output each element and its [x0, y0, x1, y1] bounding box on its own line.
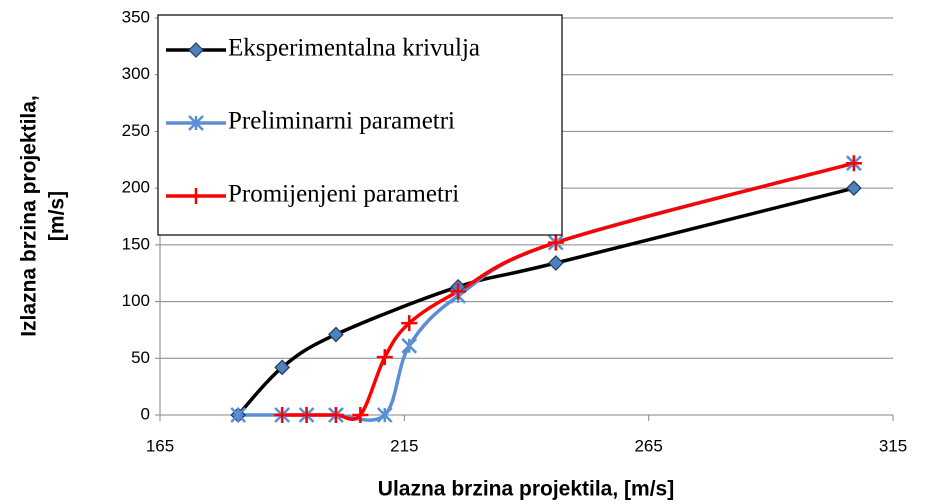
y-tick-label: 50: [131, 348, 150, 367]
marker: [328, 326, 344, 343]
marker-shape: [188, 42, 204, 58]
marker: [547, 255, 564, 271]
x-tick-label: 265: [634, 436, 662, 455]
marker-shape: [845, 155, 862, 172]
marker-shape: [450, 283, 467, 300]
x-axis-label: Ulazna brzina projektila, [m/s]: [378, 478, 674, 501]
marker: [188, 42, 204, 58]
y-tick-label: 0: [141, 404, 150, 423]
marker: [298, 407, 315, 423]
y-tick-label: 100: [122, 291, 150, 310]
marker-shape: [547, 255, 564, 271]
marker-shape: [352, 407, 369, 423]
marker: [274, 407, 291, 423]
marker: [188, 115, 204, 131]
marker-shape: [401, 337, 418, 354]
marker-shape: [298, 407, 315, 423]
y-axis-label: Izlazna brzina projektila,: [18, 95, 41, 337]
marker-shape: [376, 349, 393, 366]
marker-shape: [401, 315, 418, 332]
marker-shape: [188, 115, 204, 131]
marker: [450, 283, 467, 300]
marker-shape: [274, 359, 291, 376]
marker: [274, 359, 291, 376]
marker-shape: [376, 407, 393, 423]
marker: [376, 407, 393, 423]
marker: [327, 407, 344, 423]
y-tick-label: 200: [122, 178, 150, 197]
legend-label: Eksperimentalna krivulja: [228, 35, 480, 62]
marker-shape: [846, 180, 862, 196]
marker-shape: [188, 188, 204, 204]
marker-shape: [328, 326, 344, 343]
marker-shape: [274, 407, 291, 423]
x-tick-label: 165: [146, 436, 174, 455]
marker: [846, 180, 862, 196]
marker: [401, 337, 418, 354]
marker: [230, 407, 247, 423]
marker: [845, 155, 862, 172]
marker: [401, 315, 418, 332]
marker-shape: [230, 407, 247, 423]
y-tick-label: 300: [122, 64, 150, 83]
legend-label: Promijenjeni parametri: [228, 181, 459, 208]
x-tick-label: 315: [879, 436, 907, 455]
series-line: [282, 161, 855, 421]
legend-label: Preliminarni parametri: [228, 108, 455, 135]
legend: Eksperimentalna krivulja Preliminarni par…: [157, 14, 563, 236]
x-tick-label: 215: [390, 436, 418, 455]
marker: [352, 407, 369, 423]
marker: [547, 234, 564, 251]
marker-shape: [547, 234, 564, 251]
y-axis-label: [m/s]: [46, 191, 69, 241]
y-tick-label: 150: [122, 234, 150, 253]
y-tick-label: 350: [122, 7, 150, 26]
marker-shape: [327, 407, 344, 423]
y-tick-label: 250: [122, 121, 150, 140]
marker: [188, 188, 204, 204]
marker: [376, 349, 393, 366]
